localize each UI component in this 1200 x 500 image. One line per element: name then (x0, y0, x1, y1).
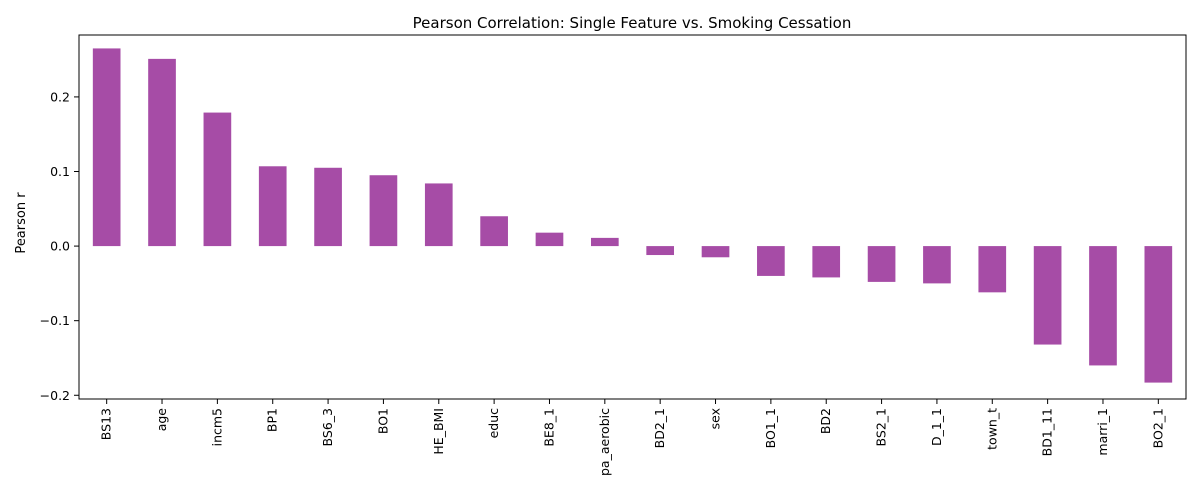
x-tick-label: BO2_1 (1150, 408, 1165, 448)
bar-BP1 (258, 166, 287, 247)
bar-BE8_1 (535, 232, 564, 247)
bar-D_1_1 (923, 246, 951, 284)
x-tick-label: BS13 (99, 408, 114, 440)
bar-town_t (978, 246, 1007, 293)
x-tick-label: pa_aerobic (597, 408, 612, 476)
y-tick-label: −0.1 (40, 313, 70, 328)
x-axis-ticks: BS13 age incm5 BP1 BS6_3 BO1 HE_BMI educ BE8_1 pa… (99, 399, 1165, 476)
bar-sex (701, 246, 730, 258)
bar-marri_1 (1089, 246, 1117, 366)
bar-BS2_1 (867, 246, 896, 282)
bar-BD2 (812, 246, 841, 278)
x-tick-label: BD2 (818, 408, 833, 434)
bar-pa_aerobic (590, 237, 619, 247)
x-tick-label: BS2_1 (874, 408, 889, 446)
bar-BO1_1 (757, 246, 785, 276)
y-tick-label: 0.0 (50, 239, 70, 254)
y-axis-ticks: −0.2 −0.1 0.0 0.1 0.2 (40, 89, 79, 403)
chart-title: Pearson Correlation: Single Feature vs. … (413, 14, 852, 32)
y-tick-label: −0.2 (40, 388, 70, 403)
plot-frame (78, 34, 1187, 400)
bar-BO2_1 (1144, 246, 1173, 383)
x-tick-label: age (154, 408, 169, 432)
x-tick-label: educ (486, 408, 501, 439)
x-tick-label: sex (708, 408, 723, 429)
x-tick-label: BO1_1 (763, 408, 778, 448)
x-tick-label: BD1_11 (1040, 408, 1055, 456)
bars-layer (92, 48, 1173, 383)
bar-age (148, 58, 176, 247)
bar-incm5 (203, 112, 232, 247)
x-tick-label: BS6_3 (320, 408, 335, 446)
bar-BD2_1 (646, 246, 675, 256)
x-tick-label: BE8_1 (541, 408, 556, 447)
y-tick-label: 0.1 (50, 164, 70, 179)
x-tick-label: marri_1 (1095, 408, 1110, 456)
y-tick-label: 0.2 (50, 89, 70, 104)
bar-BS6_3 (314, 167, 342, 247)
bar-BD1_11 (1033, 246, 1062, 345)
x-tick-label: BP1 (265, 408, 280, 432)
x-tick-label: HE_BMI (431, 408, 446, 455)
bar-HE_BMI (424, 183, 453, 247)
bar-educ (480, 216, 508, 247)
x-tick-label: BO1 (375, 408, 390, 434)
x-tick-label: BD2_1 (652, 408, 667, 448)
x-tick-label: town_t (984, 408, 999, 450)
y-axis-label: Pearson r (14, 192, 29, 254)
bar-BO1 (369, 175, 398, 247)
bar-BS13 (92, 48, 121, 247)
x-tick-label: incm5 (209, 408, 224, 446)
x-tick-label: D_1_1 (929, 408, 944, 446)
